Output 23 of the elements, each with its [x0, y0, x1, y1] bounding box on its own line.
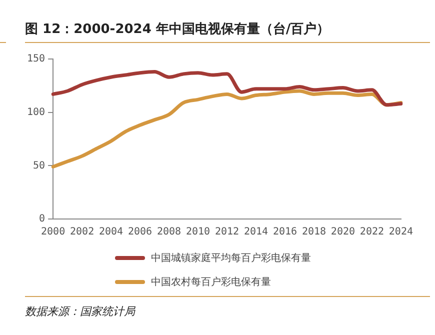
- chart-title: 图 12：2000-2024 年中国电视保有量（台/百户）: [25, 20, 330, 38]
- x-tick-label: 2014: [244, 226, 268, 238]
- x-tick-label: 2000: [41, 226, 66, 238]
- legend-label: 中国农村每百户彩电保有量: [151, 276, 271, 289]
- x-tick-label: 2004: [99, 226, 124, 238]
- line-series: [51, 70, 403, 107]
- y-tick-label: 50: [33, 160, 46, 172]
- x-tick-label: 2016: [272, 226, 298, 238]
- x-tick-label: 2008: [156, 226, 182, 238]
- x-tick-label: 2024: [388, 226, 414, 238]
- x-tick-label: 2002: [70, 226, 94, 238]
- x-tick-label: 2018: [302, 226, 326, 238]
- y-tick-label: 0: [39, 214, 46, 225]
- y-tick-label: 100: [27, 106, 46, 118]
- y-tick-label: 150: [27, 54, 46, 65]
- x-tick-label: 2006: [128, 226, 152, 238]
- x-tick-label: 2012: [214, 226, 240, 238]
- x-tick-label: 2020: [330, 226, 356, 238]
- source-note: 数据来源：国家统计局: [25, 304, 135, 319]
- x-tick-label: 2022: [360, 226, 384, 238]
- legend-label: 中国城镇家庭平均每百户彩电保有量: [151, 252, 311, 265]
- x-tick-label: 2010: [186, 226, 210, 238]
- line-series: [51, 89, 403, 168]
